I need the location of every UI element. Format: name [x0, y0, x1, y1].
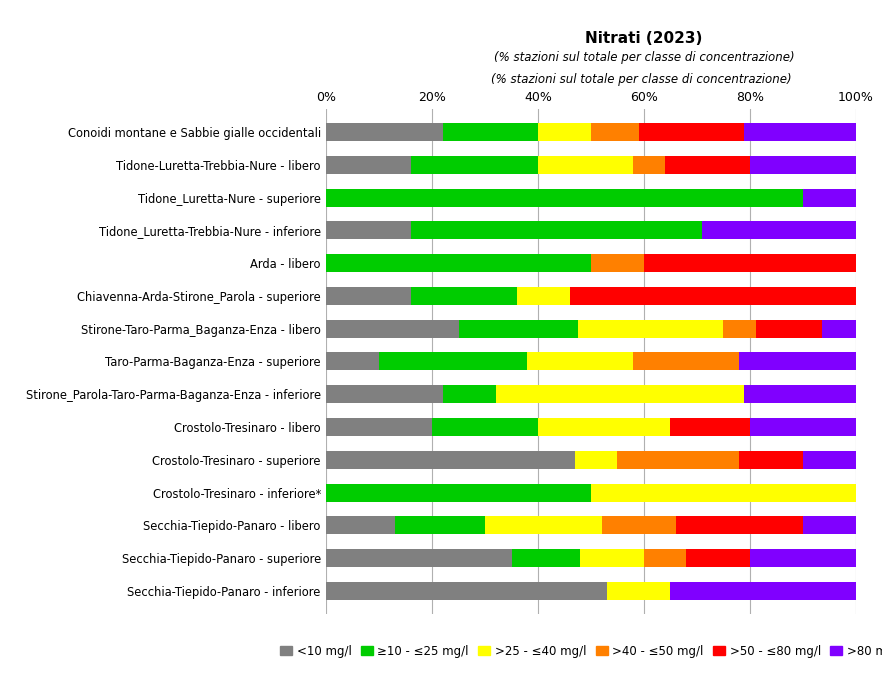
Bar	[570, 287, 856, 305]
Bar	[702, 222, 856, 239]
Bar	[517, 287, 570, 305]
Bar	[686, 549, 750, 567]
Bar	[326, 385, 443, 403]
Bar	[527, 353, 633, 370]
Bar	[326, 287, 411, 305]
Bar	[744, 385, 856, 403]
Bar	[580, 549, 644, 567]
Bar	[750, 155, 856, 174]
Bar	[739, 353, 856, 370]
Text: (% stazioni sul totale per classe di concentrazione): (% stazioni sul totale per classe di con…	[494, 51, 794, 64]
Bar	[326, 418, 432, 436]
Bar	[591, 123, 639, 141]
Bar	[432, 418, 538, 436]
Legend: <10 mg/l, ≥10 - ≤25 mg/l, >25 - ≤40 mg/l, >40 - ≤50 mg/l, >50 - ≤80 mg/l, >80 mg: <10 mg/l, ≥10 - ≤25 mg/l, >25 - ≤40 mg/l…	[275, 640, 882, 662]
Bar	[326, 549, 512, 567]
Bar	[443, 385, 496, 403]
Text: Nitrati (2023): Nitrati (2023)	[585, 31, 703, 46]
Bar	[633, 353, 739, 370]
Bar	[739, 451, 803, 469]
Bar	[411, 287, 517, 305]
Bar	[607, 582, 670, 600]
Text: (% stazioni sul totale per classe di concentrazione): (% stazioni sul totale per classe di con…	[491, 73, 792, 86]
Bar	[326, 451, 575, 469]
Bar	[644, 549, 686, 567]
Bar	[443, 123, 538, 141]
Bar	[326, 353, 379, 370]
Bar	[591, 484, 856, 501]
Bar	[676, 516, 803, 534]
Bar	[326, 155, 411, 174]
Bar	[823, 320, 856, 338]
Bar	[326, 189, 803, 207]
Bar	[538, 155, 633, 174]
Bar	[757, 320, 823, 338]
Bar	[485, 516, 602, 534]
Bar	[326, 222, 411, 239]
Bar	[326, 582, 607, 600]
Bar	[326, 516, 395, 534]
Bar	[538, 123, 591, 141]
Bar	[538, 418, 670, 436]
Bar	[633, 155, 665, 174]
Bar	[326, 254, 591, 272]
Bar	[744, 123, 856, 141]
Bar	[644, 254, 856, 272]
Bar	[326, 320, 459, 338]
Bar	[575, 451, 617, 469]
Bar	[803, 451, 856, 469]
Bar	[670, 418, 750, 436]
Bar	[639, 123, 744, 141]
Bar	[326, 123, 443, 141]
Bar	[750, 418, 856, 436]
Bar	[379, 353, 527, 370]
Bar	[750, 549, 856, 567]
Bar	[591, 254, 644, 272]
Bar	[670, 582, 856, 600]
Bar	[803, 516, 856, 534]
Bar	[326, 484, 591, 501]
Bar	[578, 320, 723, 338]
Bar	[459, 320, 578, 338]
Bar	[665, 155, 750, 174]
Bar	[411, 155, 538, 174]
Bar	[512, 549, 580, 567]
Bar	[617, 451, 739, 469]
Bar	[602, 516, 676, 534]
Bar	[411, 222, 702, 239]
Bar	[723, 320, 757, 338]
Bar	[395, 516, 485, 534]
Bar	[803, 189, 856, 207]
Bar	[496, 385, 744, 403]
